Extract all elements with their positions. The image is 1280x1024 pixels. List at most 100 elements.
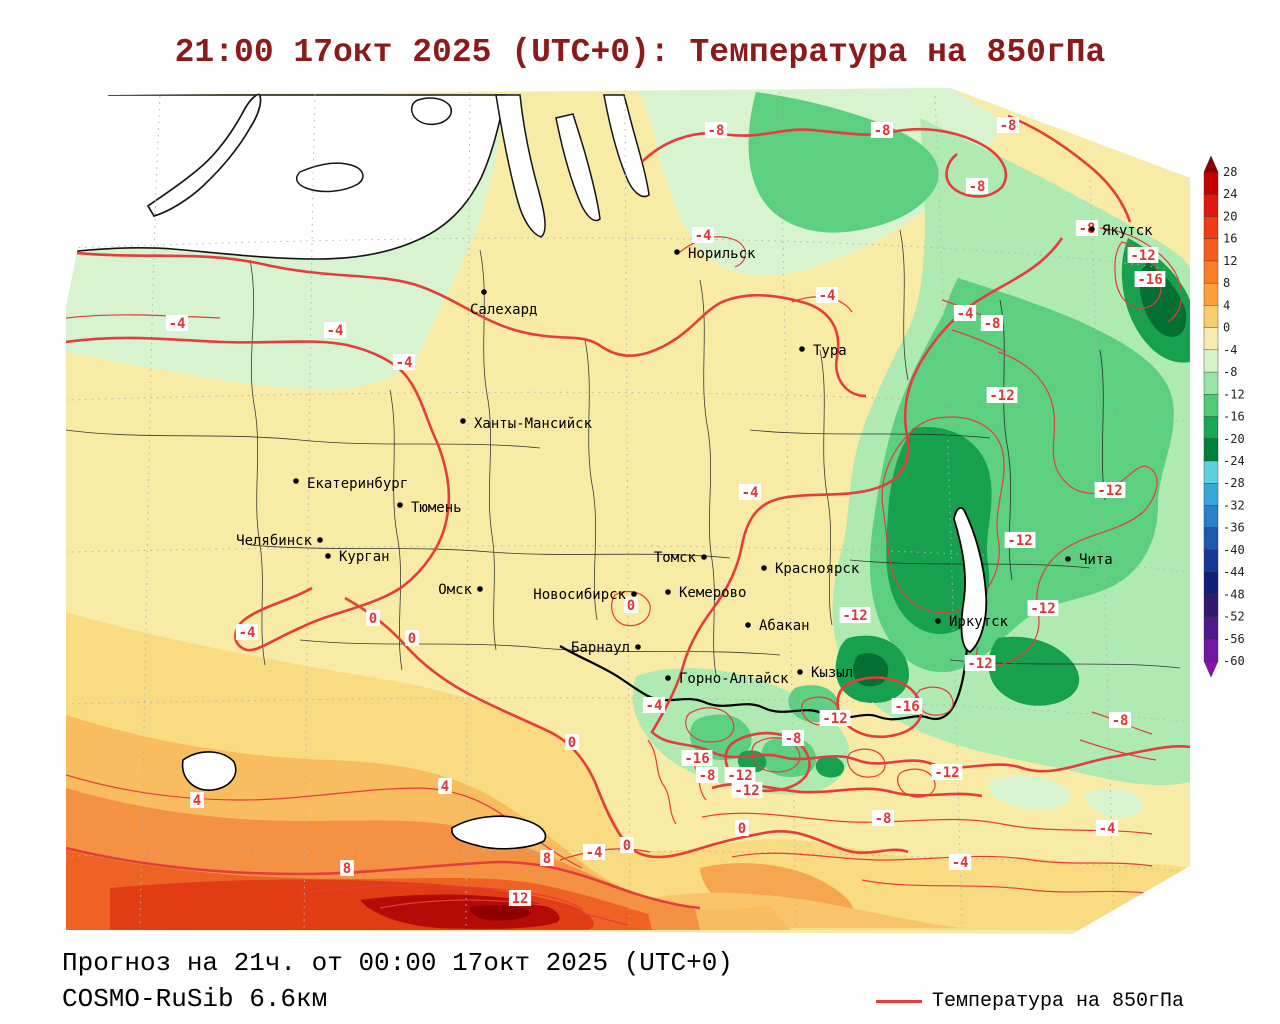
contour-label-bg bbox=[691, 227, 715, 243]
region-borders bbox=[66, 229, 1181, 676]
contour-label-bg bbox=[1094, 482, 1126, 498]
city-dot bbox=[477, 586, 483, 592]
city-dot bbox=[631, 591, 637, 597]
city-label: Салехард bbox=[470, 302, 537, 318]
contour-label-bg bbox=[1027, 600, 1059, 616]
contour-label-bg bbox=[735, 820, 749, 836]
colorbar-tick-label: -16 bbox=[1223, 410, 1245, 424]
contour-value-label: -4 bbox=[396, 355, 413, 371]
city-marker: Абакан bbox=[745, 618, 810, 634]
contour-label-bg bbox=[620, 837, 634, 853]
contour-label-bg bbox=[965, 178, 989, 194]
contour-label-bg bbox=[839, 607, 871, 623]
contour-value-label: -12 bbox=[727, 768, 752, 784]
contour-label-bg bbox=[165, 315, 189, 331]
city-label: Якутск bbox=[1102, 223, 1153, 239]
colorbar-tick-label: -24 bbox=[1223, 454, 1245, 468]
colorbar-tick-label: -60 bbox=[1223, 654, 1245, 668]
contour-value-label: -16 bbox=[894, 699, 919, 715]
contour-value-label: -4 bbox=[695, 228, 712, 244]
contour-value-label: -4 bbox=[957, 306, 974, 322]
contour-value-label: -8 bbox=[785, 731, 802, 747]
colorbar-tick-label: -44 bbox=[1223, 565, 1245, 579]
contour-value-label: 12 bbox=[512, 891, 529, 907]
colorbar-tick-label: 4 bbox=[1223, 298, 1230, 312]
contour-value-label: -12 bbox=[1130, 248, 1155, 264]
lake-balkhash bbox=[451, 815, 547, 850]
city-dot bbox=[481, 289, 487, 295]
contour-label-bg bbox=[819, 710, 851, 726]
city-label: Иркутск bbox=[949, 614, 1009, 630]
city-label: Чита bbox=[1079, 552, 1113, 568]
contour-label-bg bbox=[815, 287, 839, 303]
contour-label-bg bbox=[931, 764, 963, 780]
city-label: Томск bbox=[654, 550, 697, 566]
contour-label-bg bbox=[870, 122, 894, 138]
colorbar-cell bbox=[1203, 416, 1219, 440]
city-marker: Кызыл bbox=[797, 665, 853, 681]
contour-value-label: -8 bbox=[1079, 221, 1096, 237]
colorbar: 28 24 20 16 12 8 4 0 -4 -8 -12 -16 -20 -24 -28 -32 -36 -4… bbox=[1203, 155, 1245, 678]
colorbar-cell bbox=[1203, 171, 1219, 195]
legend-label: Температура на 850гПа bbox=[932, 990, 1185, 1013]
contour-value-label: -8 bbox=[984, 316, 1001, 332]
contour-value-label: -4 bbox=[239, 625, 256, 641]
contour-label-bg bbox=[540, 850, 554, 866]
contour-value-label: -12 bbox=[1007, 533, 1032, 549]
contour-value-label: -8 bbox=[699, 768, 716, 784]
colorbar-cell bbox=[1203, 305, 1219, 329]
city-label: Тура bbox=[813, 343, 847, 359]
colorbar-tick-label: 12 bbox=[1223, 254, 1237, 268]
colorbar-cell bbox=[1203, 349, 1219, 373]
city-marker: Салехард bbox=[470, 289, 537, 318]
contour-value-label: -4 bbox=[169, 316, 186, 332]
city-label: Новосибирск bbox=[533, 587, 626, 603]
city-dot bbox=[935, 618, 941, 624]
city-dot bbox=[674, 249, 680, 255]
contour-value-label: -12 bbox=[967, 656, 992, 672]
city-marker: Якутск bbox=[1089, 223, 1153, 239]
contour-value-label: 0 bbox=[738, 821, 746, 837]
city-dot bbox=[701, 554, 707, 560]
city-marker: Томск bbox=[654, 550, 707, 566]
contour-label-bg bbox=[781, 730, 805, 746]
contour-label-bg bbox=[405, 630, 419, 646]
city-label: Курган bbox=[339, 549, 390, 565]
contour-label-bg bbox=[340, 860, 354, 876]
city-dot bbox=[635, 644, 641, 650]
contour-value-label: -8 bbox=[1112, 713, 1129, 729]
colorbar-cell bbox=[1203, 216, 1219, 240]
contour-labels: -8 -8 -8-8-4 -8-12-16-4 -4-4-4-4-8-12-4 -12-1… bbox=[165, 117, 1166, 907]
city-marker: Красноярск bbox=[761, 561, 860, 577]
colorbar-cell bbox=[1203, 505, 1219, 529]
contour-value-label: 0 bbox=[568, 735, 576, 751]
contour-value-label: 0 bbox=[369, 611, 377, 627]
contour-label-bg bbox=[565, 734, 579, 750]
lake-zaysan bbox=[181, 751, 237, 791]
colorbar-tick-label: -20 bbox=[1223, 432, 1245, 446]
contour-label-bg bbox=[438, 778, 452, 794]
city-marker: Барнаул bbox=[571, 640, 641, 656]
colorbar-arrow-top bbox=[1203, 155, 1219, 173]
contour-label-bg bbox=[964, 655, 996, 671]
city-label: Норильск bbox=[688, 246, 756, 262]
contour-label-bg bbox=[871, 810, 895, 826]
colorbar-cell bbox=[1203, 194, 1219, 217]
colorbar-tick-label: -8 bbox=[1223, 365, 1237, 379]
forecast-info: Прогноз на 21ч. от 00:00 17окт 2025 (UTC… bbox=[62, 948, 733, 978]
contour-value-label: 8 bbox=[543, 851, 551, 867]
map-legend: Температура на 850гПа bbox=[876, 990, 1184, 1013]
colorbar-cell bbox=[1203, 616, 1219, 640]
contour-label-bg bbox=[953, 305, 977, 321]
contour-value-label: -12 bbox=[934, 765, 959, 781]
contour-label-bg bbox=[624, 597, 638, 613]
city-label: Тюмень bbox=[411, 500, 462, 516]
contour-label-bg bbox=[996, 117, 1020, 133]
colorbar-tick-label: 24 bbox=[1223, 187, 1237, 201]
colorbar-cell bbox=[1203, 371, 1219, 395]
city-dot bbox=[397, 502, 403, 508]
city-label: Красноярск bbox=[775, 561, 860, 577]
contour-value-label: 0 bbox=[623, 838, 631, 854]
colorbar-cell bbox=[1203, 638, 1219, 662]
